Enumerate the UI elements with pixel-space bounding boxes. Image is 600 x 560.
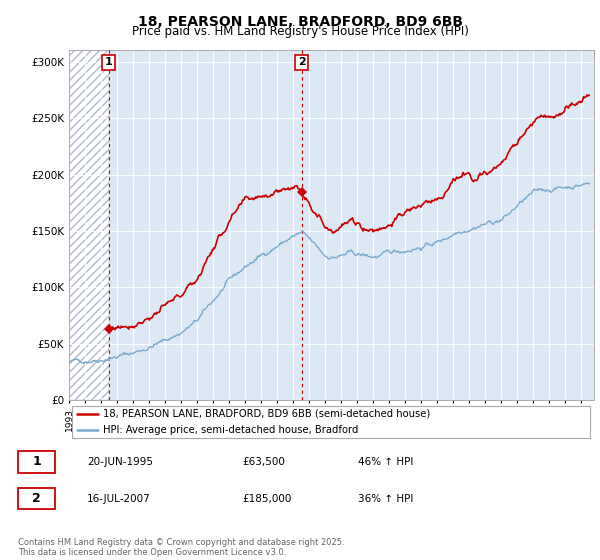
Bar (69, 50, 109, 400)
Text: £63,500: £63,500 (242, 456, 285, 466)
Text: 1: 1 (32, 455, 41, 468)
Text: 46% ↑ HPI: 46% ↑ HPI (358, 456, 413, 466)
Text: Price paid vs. HM Land Registry's House Price Index (HPI): Price paid vs. HM Land Registry's House … (131, 25, 469, 38)
FancyBboxPatch shape (18, 488, 55, 510)
Text: 20-JUN-1995: 20-JUN-1995 (87, 456, 153, 466)
Text: 2: 2 (32, 492, 41, 505)
FancyBboxPatch shape (18, 451, 55, 473)
Text: 18, PEARSON LANE, BRADFORD, BD9 6BB (semi-detached house): 18, PEARSON LANE, BRADFORD, BD9 6BB (sem… (103, 409, 430, 418)
Text: HPI: Average price, semi-detached house, Bradford: HPI: Average price, semi-detached house,… (103, 425, 359, 435)
Text: £185,000: £185,000 (242, 493, 292, 503)
Text: 18, PEARSON LANE, BRADFORD, BD9 6BB: 18, PEARSON LANE, BRADFORD, BD9 6BB (137, 15, 463, 29)
Text: 16-JUL-2007: 16-JUL-2007 (87, 493, 151, 503)
Text: 2: 2 (298, 58, 305, 67)
Text: 1: 1 (104, 58, 112, 67)
Text: Contains HM Land Registry data © Crown copyright and database right 2025.
This d: Contains HM Land Registry data © Crown c… (18, 538, 344, 557)
Bar (109, 50, 594, 400)
Text: 36% ↑ HPI: 36% ↑ HPI (358, 493, 413, 503)
FancyBboxPatch shape (71, 406, 590, 438)
